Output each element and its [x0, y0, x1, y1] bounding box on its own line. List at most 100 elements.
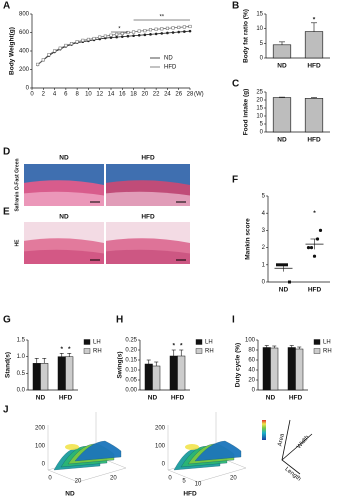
point — [109, 33, 113, 37]
y-tick-label: 60 — [248, 358, 255, 364]
z-tick-label: 200 — [155, 426, 166, 432]
bar — [295, 348, 304, 391]
x-tick-label: 22 — [153, 92, 160, 98]
point — [47, 53, 51, 57]
point — [132, 34, 135, 38]
y-tick-label: 20 — [110, 476, 117, 482]
y-axis-label: Food intake (g) — [243, 89, 250, 136]
side-label: HE — [14, 239, 20, 247]
x-tick-label: 2 — [42, 92, 46, 98]
point — [120, 35, 124, 38]
point — [188, 24, 192, 29]
bar — [57, 356, 66, 391]
y-tick-label: 0 — [260, 130, 264, 136]
bar — [262, 347, 271, 391]
y-tick-label: 0.0 — [17, 388, 26, 394]
y-tick-label: 20 — [248, 378, 255, 384]
surface-peak — [65, 444, 79, 450]
y-tick-label: 5 — [260, 41, 264, 47]
legend-label: RH — [323, 349, 332, 355]
y-tick-label: 0 — [26, 86, 30, 92]
point — [92, 36, 96, 41]
bar — [40, 363, 49, 391]
legend-label: HFD — [164, 65, 177, 71]
panel-letter: I — [232, 315, 235, 326]
y-tick-label: 20 — [256, 98, 263, 104]
x-tick-label: 10 — [195, 482, 202, 488]
tissue-layer — [106, 191, 190, 206]
point — [58, 46, 62, 50]
y-tick-label: 2 — [262, 245, 266, 251]
tissue-layer — [106, 249, 190, 264]
point — [103, 34, 107, 38]
point — [177, 25, 181, 29]
annotation: * — [68, 346, 71, 353]
surface — [194, 440, 242, 462]
x-tick-label: HFD — [307, 137, 321, 144]
x-tick-label: 0 — [30, 92, 34, 98]
legend-label: ND — [164, 56, 173, 62]
bar — [169, 355, 178, 391]
bar — [152, 365, 161, 391]
y-axis-label: Duty cycle (%) — [235, 343, 242, 387]
legend-label: RH — [93, 349, 102, 355]
x-tick-label: 10 — [85, 92, 92, 98]
legend-swatch — [83, 348, 91, 354]
x-tick-label: 28 — [187, 92, 194, 98]
point — [160, 27, 164, 31]
annotation: * — [313, 210, 316, 217]
x-tick-label: 20 — [142, 92, 149, 98]
annotation: * — [180, 343, 183, 350]
y-tick-label: 10 — [256, 26, 263, 32]
legend-label: LH — [323, 340, 331, 346]
y-tick-label: 40 — [248, 368, 255, 374]
point — [120, 31, 124, 35]
bar — [144, 363, 153, 391]
bar — [287, 347, 296, 391]
point — [171, 26, 175, 30]
point — [137, 33, 141, 37]
y-tick-label: 0.15 — [125, 358, 137, 364]
point — [276, 263, 279, 267]
x-axis-label: (W) — [194, 92, 204, 98]
surface-peak — [185, 444, 199, 450]
y-axis-label: Swing(s) — [117, 351, 124, 378]
image-label: ND — [59, 214, 69, 221]
legend-label: LH — [205, 340, 213, 346]
legend-label: RH — [205, 349, 214, 355]
tissue-layer — [24, 191, 104, 206]
legend-swatch — [83, 339, 91, 345]
y-tick-label: 800 — [19, 12, 30, 18]
y-axis-label: Stand(s) — [5, 352, 12, 378]
x-tick-label: ND — [266, 395, 276, 402]
x-tick-label: ND — [277, 137, 287, 144]
y-tick-label: 5 — [262, 194, 266, 200]
panel-letter: D — [3, 147, 10, 158]
point — [309, 246, 314, 250]
z-tick-label: 0 — [162, 462, 166, 468]
bar — [65, 356, 74, 391]
y-tick-label: 4 — [262, 211, 266, 217]
point — [154, 27, 158, 31]
point — [143, 33, 147, 37]
series-line — [37, 30, 191, 66]
x-tick-label: 14 — [108, 92, 115, 98]
bar — [177, 355, 186, 391]
legend-swatch — [195, 348, 203, 354]
point — [53, 49, 57, 53]
axis-name: Width — [296, 435, 310, 451]
y-tick-label: 200 — [19, 67, 30, 73]
panel-letter: G — [3, 315, 11, 326]
point — [143, 29, 147, 33]
bar — [32, 363, 41, 391]
y-tick-label: 15 — [256, 12, 263, 18]
point — [182, 25, 186, 29]
annotation: * — [313, 17, 316, 24]
x-tick-label: 0 — [168, 476, 172, 482]
y-tick-label: 100 — [245, 338, 256, 344]
y-tick-label: 20 — [230, 476, 237, 482]
y-tick-label: 5 — [260, 122, 264, 128]
y-tick-label: 0 — [260, 56, 264, 62]
x-tick-label: ND — [279, 287, 289, 294]
point — [126, 30, 130, 35]
